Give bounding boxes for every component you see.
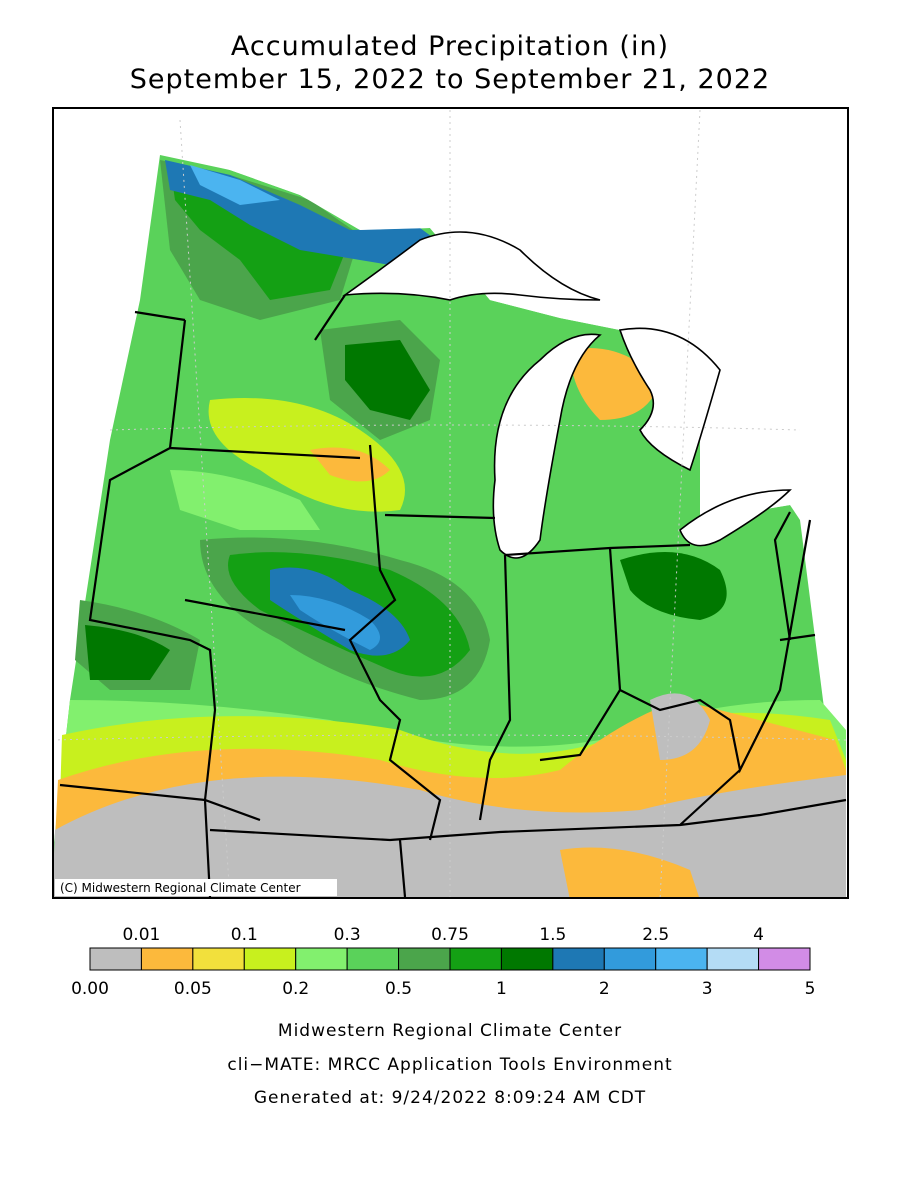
legend-label: 3 xyxy=(702,979,713,999)
legend-swatch xyxy=(706,947,760,971)
credit-box xyxy=(55,879,337,896)
footer-line: Generated at: 9/24/2022 8:09:24 AM CDT xyxy=(254,1088,646,1108)
legend-swatch xyxy=(140,947,194,971)
legend-label: 0.2 xyxy=(282,979,309,999)
legend-label: 2.5 xyxy=(642,925,669,945)
legend-label: 0.01 xyxy=(122,925,160,945)
legend-swatch xyxy=(295,947,348,971)
map-credit: (C) Midwestern Regional Climate Center xyxy=(60,881,301,895)
precip-map xyxy=(54,109,847,897)
legend-label: 0.1 xyxy=(231,925,258,945)
legend-swatch xyxy=(346,947,400,971)
legend-label: 0.5 xyxy=(385,979,412,999)
legend-label: 1 xyxy=(496,979,507,999)
legend-label: 0.05 xyxy=(174,979,212,999)
legend-swatch xyxy=(552,947,605,971)
legend-swatch xyxy=(192,947,245,971)
legend-swatch xyxy=(398,947,451,971)
legend-swatch xyxy=(758,947,811,971)
legend-label: 5 xyxy=(805,979,816,999)
subtitle: September 15, 2022 to September 21, 2022 xyxy=(130,64,770,95)
legend-swatch xyxy=(243,947,297,971)
legend-label: 0.00 xyxy=(71,979,109,999)
legend-label: 0.3 xyxy=(334,925,361,945)
legend-label: 1.5 xyxy=(539,925,566,945)
color-legend: 0.00 0.05 0.2 0.5 1 2 3 5 0.01 0.1 0.3 0.75 1.5 2.5 4 xyxy=(71,925,815,999)
legend-swatch xyxy=(500,947,554,971)
legend-label: 0.75 xyxy=(431,925,469,945)
legend-swatch xyxy=(449,947,502,971)
footer-line: Midwestern Regional Climate Center xyxy=(278,1021,622,1041)
legend-swatch xyxy=(89,947,142,971)
legend-swatch xyxy=(603,947,657,971)
footer-line: cli−MATE: MRCC Application Tools Environ… xyxy=(227,1055,672,1075)
title: Accumulated Precipitation (in) xyxy=(231,31,669,62)
legend-label: 4 xyxy=(753,925,764,945)
legend-label: 2 xyxy=(599,979,610,999)
map-frame xyxy=(52,107,849,899)
legend-swatch xyxy=(655,947,708,971)
